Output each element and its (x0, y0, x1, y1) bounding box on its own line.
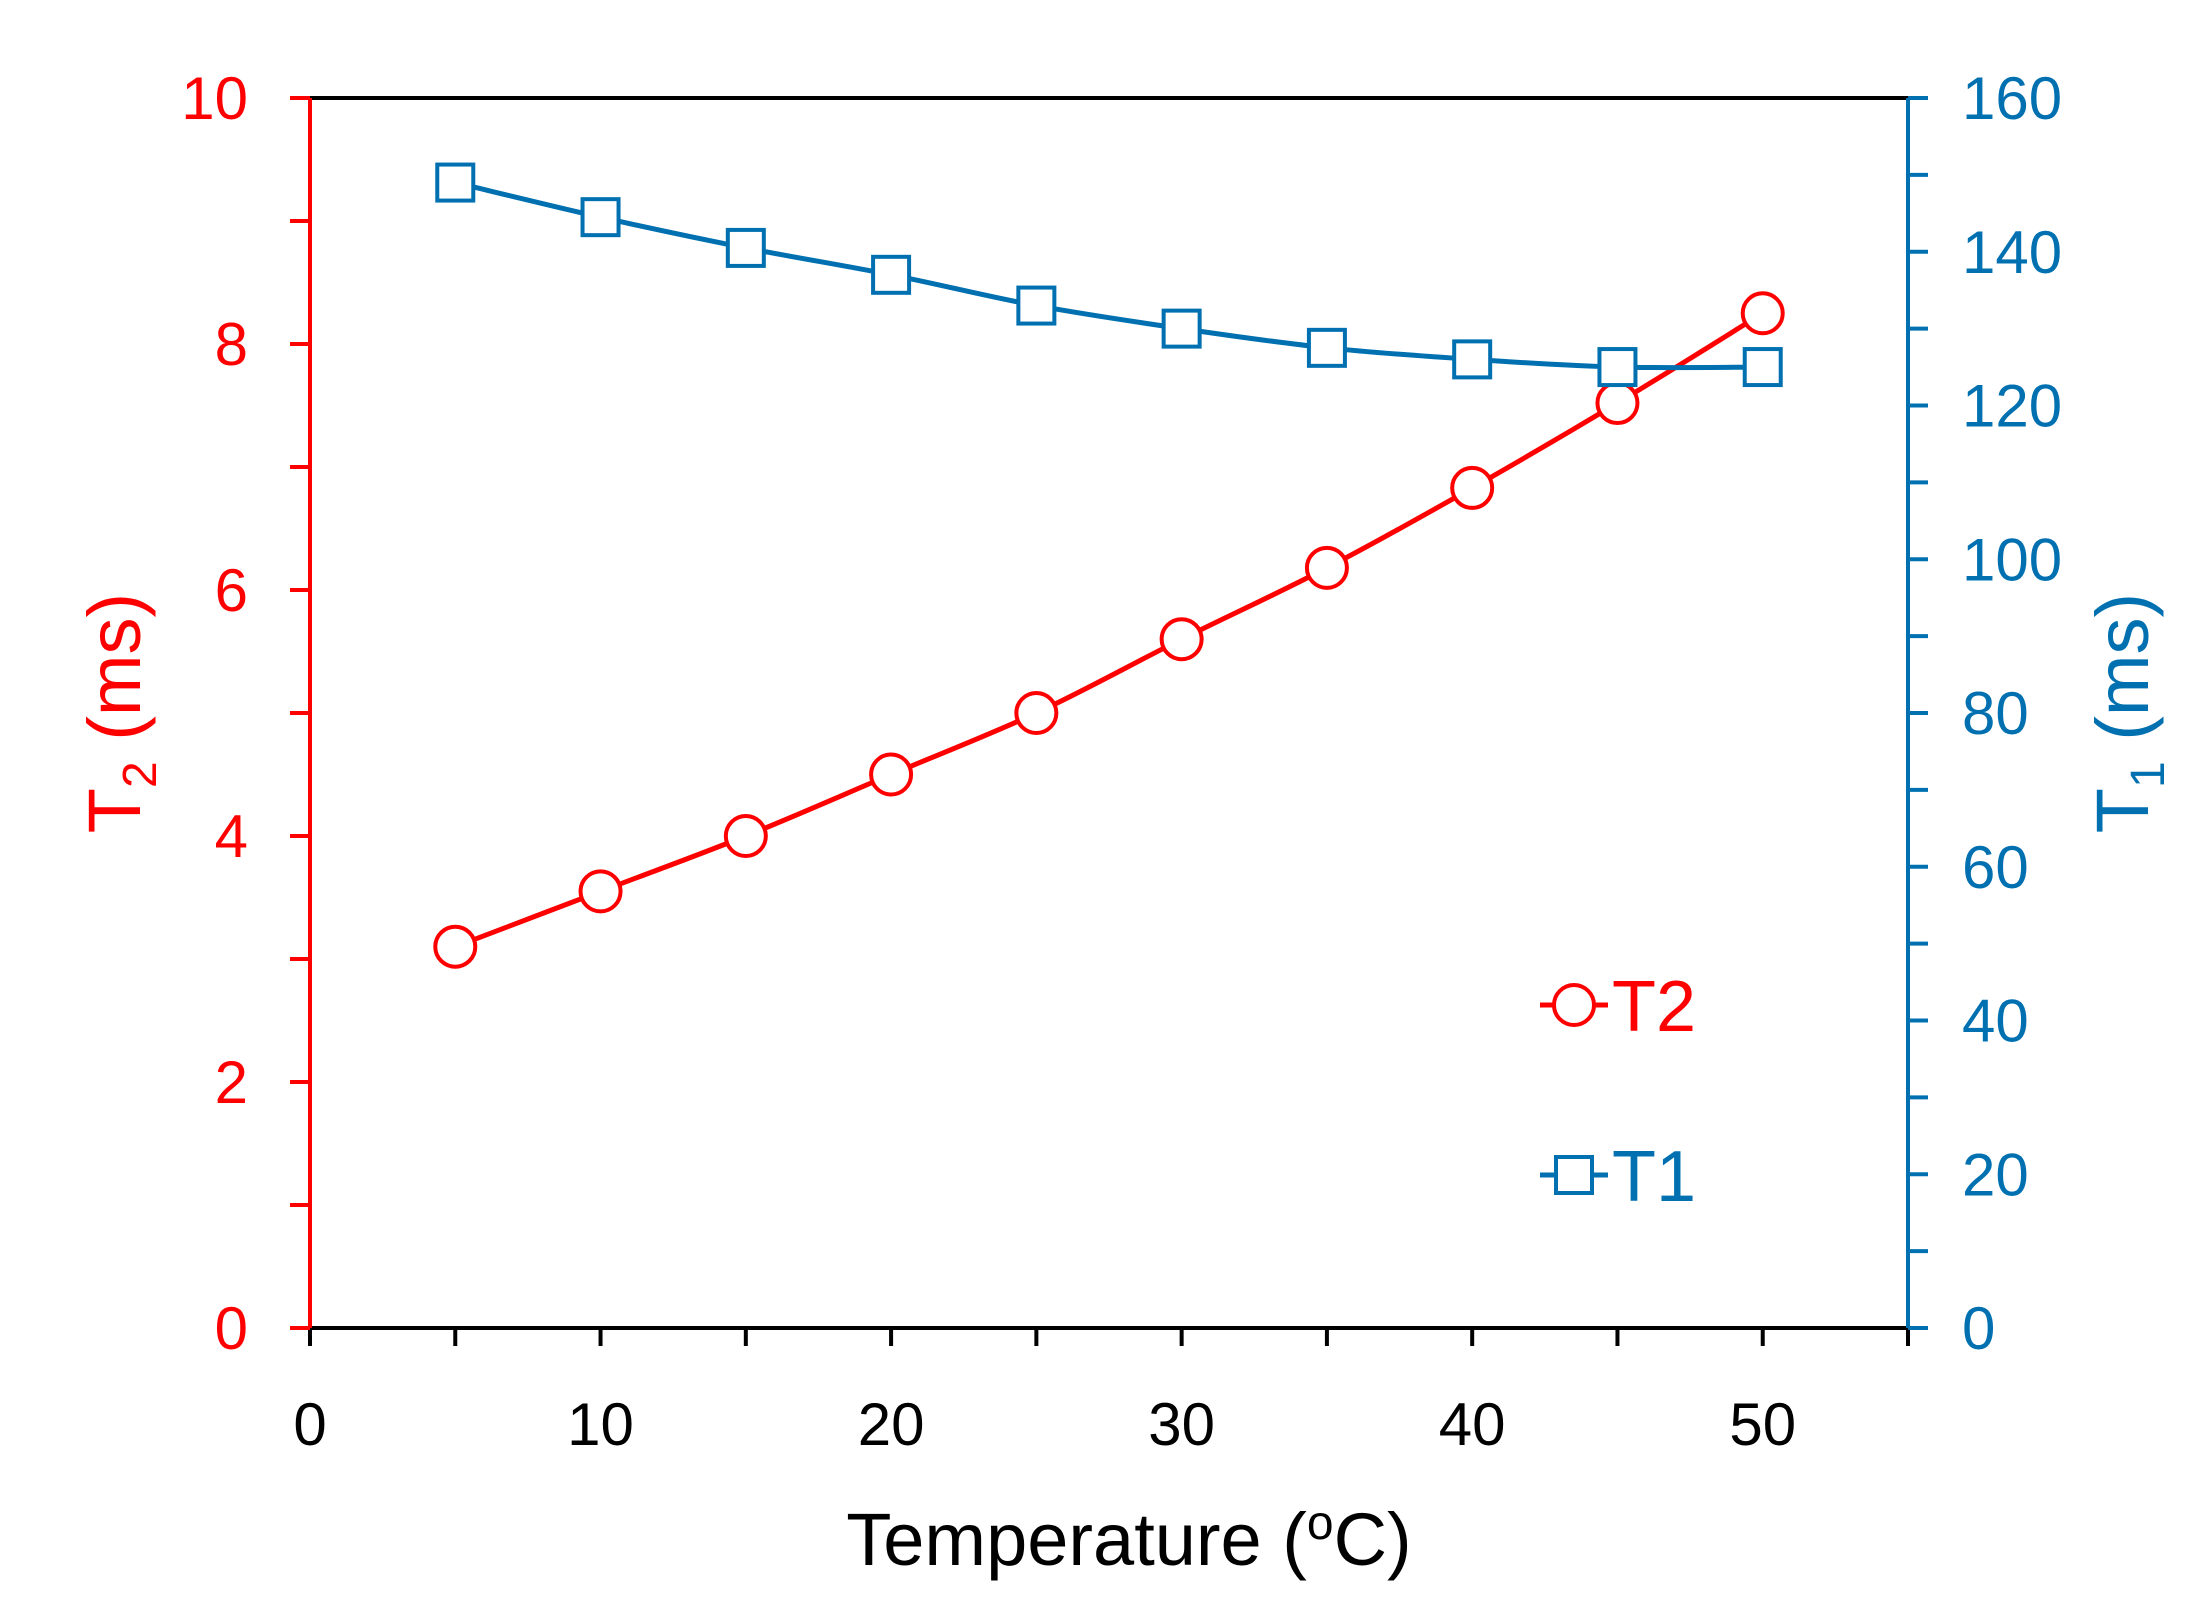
series-t1-point (435, 162, 476, 203)
series-t2-point (1014, 691, 1059, 735)
series-t1-point (871, 254, 912, 295)
legend-t2-label: T2 (1612, 967, 1696, 1047)
right-y-tick-label: 20 (1962, 1141, 2029, 1208)
x-axis-title-tail: C) (1334, 1498, 1412, 1581)
left-y-axis-title-main: T (73, 788, 156, 833)
series-t1-point (1306, 327, 1347, 368)
series-t2-point (1740, 291, 1785, 336)
right-y-tick-label: 60 (1962, 834, 2029, 901)
right-y-tick-label: 140 (1962, 219, 2062, 286)
axes: 0 10 20 30 40 500246810020406080100120140160T… (73, 65, 2175, 1581)
legend-item-t2: T2 (1540, 967, 1696, 1047)
legend-t1-label: T1 (1612, 1137, 1696, 1217)
x-axis-title-main: Temperature ( (846, 1498, 1307, 1581)
left-y-axis-title-subscript: 2 (114, 761, 167, 788)
series-t2 (433, 291, 1785, 969)
left-y-tick-label: 2 (215, 1049, 248, 1116)
series-t1-point (580, 197, 621, 238)
right-y-tick-label: 40 (1962, 988, 2029, 1055)
right-y-tick-label: 120 (1962, 373, 2062, 440)
series-layer (433, 162, 1785, 969)
series-t2-point (578, 869, 623, 914)
left-y-tick-label: 6 (215, 557, 248, 624)
legend-t2-marker (1552, 983, 1596, 1027)
left-y-axis-title: T2 (ms) (73, 593, 167, 833)
legend-t1-marker (1554, 1155, 1594, 1195)
series-t2-line (454, 311, 1765, 950)
series-t1-point (1452, 339, 1493, 380)
right-y-axis-title-subscript: 1 (2122, 761, 2175, 788)
x-tick-label: 0 (293, 1391, 326, 1458)
series-t2-point (1159, 617, 1204, 662)
right-y-axis-title-main: T (2081, 788, 2164, 833)
series-t2-point (1595, 381, 1640, 426)
series-t2-point (869, 752, 914, 797)
series-t1-point (1016, 285, 1057, 326)
series-t1 (435, 162, 1783, 388)
left-y-tick-label: 8 (215, 311, 248, 378)
legend: T2 T1 (1540, 967, 1696, 1217)
x-tick-label: 40 (1439, 1391, 1506, 1458)
series-t1-point (1161, 308, 1202, 349)
left-y-axis-title-tail: (ms) (73, 593, 156, 762)
right-y-axis-title-text: T1 (ms) (2081, 593, 2175, 833)
right-y-tick-label: 0 (1962, 1295, 1995, 1362)
series-t1-point (725, 227, 766, 268)
left-y-tick-label: 0 (215, 1295, 248, 1362)
x-tick-label: 20 (858, 1391, 925, 1458)
left-y-tick-label: 10 (181, 65, 248, 132)
series-t1-line (454, 180, 1763, 371)
right-y-tick-label: 160 (1962, 65, 2062, 132)
x-tick-label: 30 (1148, 1391, 1215, 1458)
series-t2-point (1450, 465, 1495, 510)
series-t2-point (1304, 545, 1349, 590)
right-y-tick-label: 100 (1962, 526, 2062, 593)
x-axis-title: Temperature (oC) (846, 1497, 1411, 1581)
x-tick-label: 50 (1729, 1391, 1796, 1458)
series-t1-point (1742, 347, 1783, 388)
series-t2-point (723, 814, 768, 858)
right-y-tick-label: 80 (1962, 680, 2029, 747)
left-y-tick-label: 4 (215, 803, 248, 870)
legend-item-t1: T1 (1540, 1137, 1696, 1217)
right-y-axis-title: T1 (ms) (2081, 593, 2175, 833)
x-axis-title-superscript: o (1307, 1497, 1334, 1550)
series-t1-point (1597, 347, 1638, 388)
right-y-axis-title-tail: (ms) (2081, 593, 2164, 762)
series-t2-point (433, 924, 478, 969)
left-y-axis-title-text: T2 (ms) (73, 593, 167, 833)
x-tick-label: 10 (567, 1391, 634, 1458)
